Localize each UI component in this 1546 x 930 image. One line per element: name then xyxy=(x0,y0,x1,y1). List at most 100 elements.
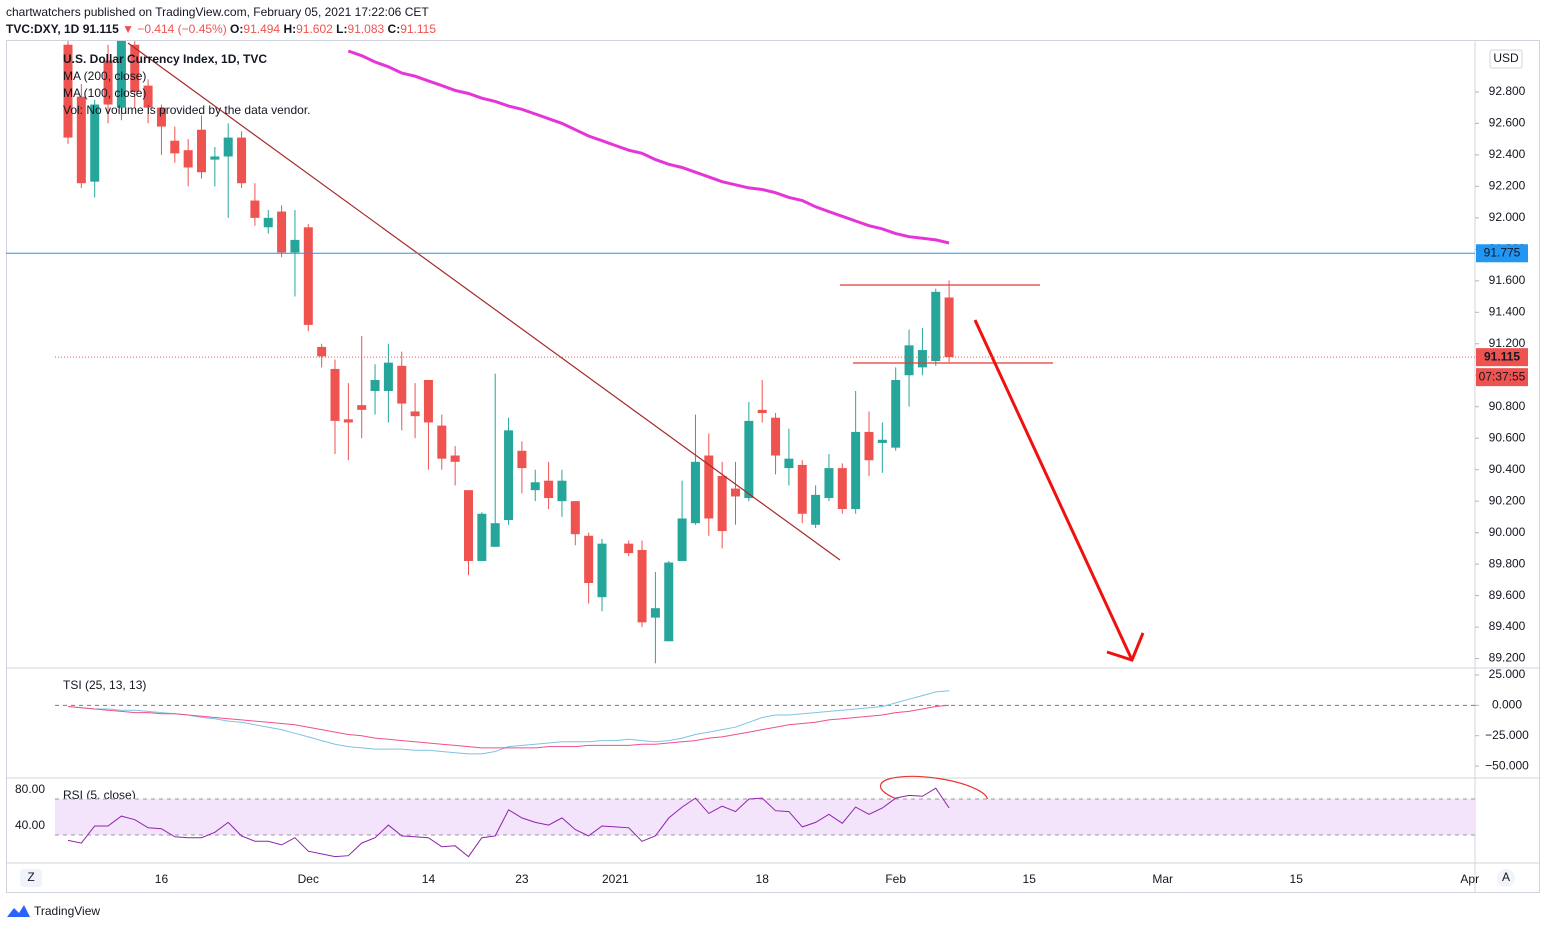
band xyxy=(55,798,1475,835)
currency-badge[interactable] xyxy=(1489,49,1523,69)
candle-body xyxy=(263,217,273,228)
candle-body xyxy=(530,482,540,491)
candle-body xyxy=(837,468,847,510)
y-tick-label: 92.800 xyxy=(1489,84,1526,98)
candle-body xyxy=(464,490,473,561)
candle-body xyxy=(383,362,393,391)
candle-body xyxy=(944,297,954,358)
y-tick-label: 91.200 xyxy=(1489,336,1526,350)
open-label: O: xyxy=(230,22,244,36)
candle-body xyxy=(223,137,233,157)
candle-body xyxy=(637,549,647,623)
legend-title: U.S. Dollar Currency Index, 1D, TVC xyxy=(63,52,267,66)
candle-body xyxy=(664,562,674,642)
candle-body xyxy=(731,488,740,497)
low-value: 91.083 xyxy=(347,22,385,36)
candle-body xyxy=(343,419,353,423)
candle-body xyxy=(570,501,580,535)
low-label: L: xyxy=(336,22,348,36)
quote-line: TVC:DXY, 1D 91.115 ▼ −0.414 (−0.45%) O:9… xyxy=(6,21,436,38)
candle-body xyxy=(437,425,447,459)
x-tick-label: Feb xyxy=(885,872,906,886)
candle-body xyxy=(450,455,460,462)
x-tick-label: Mar xyxy=(1152,872,1173,886)
candle-body xyxy=(303,227,313,325)
main-pane xyxy=(63,41,954,664)
candle-body xyxy=(63,44,73,138)
candle-body xyxy=(397,365,407,404)
countdown: 07:37:55 xyxy=(1479,369,1526,383)
logo-icon xyxy=(7,905,30,917)
currency: USD xyxy=(1493,51,1519,65)
last-price-label: 91.115 xyxy=(1484,349,1520,363)
x-tick-label: 2021 xyxy=(602,872,629,886)
x-tick-label: 18 xyxy=(756,872,770,886)
candle-body xyxy=(130,44,140,92)
x-tick-label: 15 xyxy=(1023,872,1037,886)
candle-body xyxy=(690,461,700,524)
candle-body xyxy=(851,431,861,510)
indicator-line xyxy=(67,690,950,755)
hline-badge xyxy=(1476,244,1528,263)
candle-body xyxy=(143,85,153,108)
candle-body xyxy=(891,379,901,448)
candle-body xyxy=(357,405,367,410)
change: ▼ −0.414 (−0.45%) xyxy=(122,22,227,36)
candle-body xyxy=(423,379,433,423)
y-tick-label: 89.400 xyxy=(1489,619,1526,633)
y-tick-label: 89.200 xyxy=(1489,651,1526,665)
high-label: H: xyxy=(283,22,297,36)
publisher: chartwatchers published on TradingView.c… xyxy=(6,5,429,19)
candle-body xyxy=(183,150,193,168)
y-tick-label: 91.600 xyxy=(1489,273,1526,287)
header: chartwatchers published on TradingView.c… xyxy=(6,4,436,38)
y-tick-label: 89.800 xyxy=(1489,556,1526,570)
candle-body xyxy=(250,200,260,218)
y-tick-label: 90.800 xyxy=(1489,399,1526,413)
candle-body xyxy=(557,480,567,502)
high-value: 91.602 xyxy=(296,22,333,36)
candle-body xyxy=(797,464,807,514)
candle-body xyxy=(90,104,100,182)
button-left-label: Z xyxy=(27,870,34,884)
y-tick-label: −50.000 xyxy=(1485,758,1529,772)
moving-average xyxy=(347,49,950,245)
candle-body xyxy=(584,535,594,584)
candle-body xyxy=(544,480,554,499)
y-tick-label: 80.00 xyxy=(15,782,45,796)
y-tick-label: 92.600 xyxy=(1489,116,1526,130)
y-tick-label: 92.400 xyxy=(1489,147,1526,161)
candle-body xyxy=(477,513,487,561)
close-label: C: xyxy=(387,22,401,36)
y-tick-label: 40.00 xyxy=(15,818,45,832)
button-right[interactable] xyxy=(1497,869,1515,887)
symbol: TVC:DXY, 1D xyxy=(6,22,80,36)
candle-body xyxy=(210,156,220,160)
candle-body xyxy=(677,518,687,561)
candle-body xyxy=(624,543,634,554)
frame xyxy=(6,40,1540,893)
x-tick-label: 16 xyxy=(155,872,169,886)
candle-body xyxy=(704,455,714,519)
candle-body xyxy=(811,494,821,525)
candle-body xyxy=(597,543,607,598)
y-tick-label: 89.600 xyxy=(1489,588,1526,602)
candle-body xyxy=(317,346,327,357)
y-tick-label: 91.400 xyxy=(1489,304,1526,318)
candle-body xyxy=(197,129,206,173)
button-left[interactable] xyxy=(20,869,42,887)
candle-body xyxy=(490,523,500,547)
y-tick-label: 92.000 xyxy=(1489,210,1526,224)
legend-ma100: MA (100, close) xyxy=(63,86,146,100)
open-value: 91.494 xyxy=(243,22,281,36)
candle-body xyxy=(904,345,914,376)
x-tick-label: 15 xyxy=(1290,872,1304,886)
hline-label: 91.775 xyxy=(1484,245,1521,259)
arrow-head xyxy=(1106,632,1145,662)
candle-body xyxy=(824,468,834,499)
candle-body xyxy=(650,608,660,618)
candle-body xyxy=(717,475,727,532)
countdown-badge xyxy=(1476,368,1528,387)
y-tick-label: 90.000 xyxy=(1489,525,1526,539)
candle-body xyxy=(76,96,86,184)
